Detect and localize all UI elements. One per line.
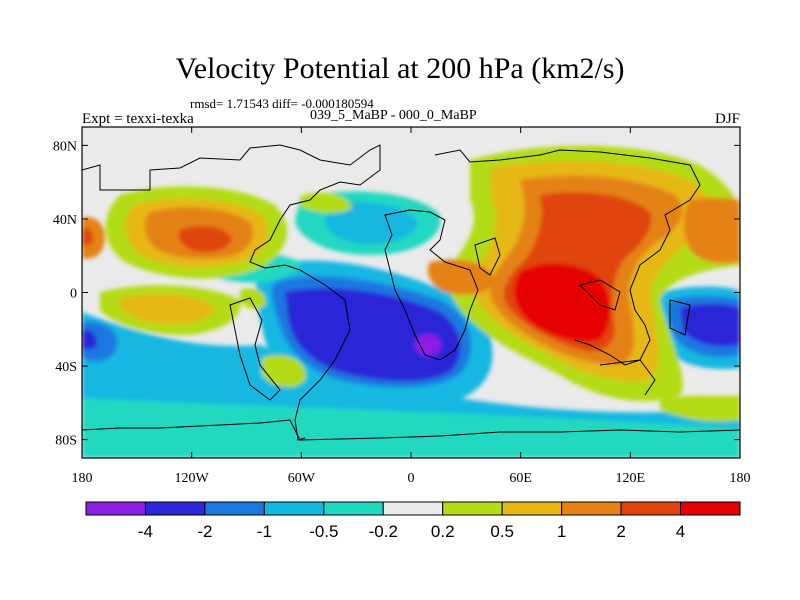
colorbar: -4 -2 -1 -0.5 -0.2 0.2 0.5 1 2 4 [85, 501, 741, 541]
colorbar-label: 1 [557, 522, 566, 541]
colorbar-swatch [561, 501, 622, 516]
colorbar-label: -0.2 [369, 522, 398, 541]
contour-center [415, 334, 441, 356]
contour-field [82, 127, 740, 458]
x-tick-label: 120E [616, 471, 646, 486]
x-tick-label: 120W [175, 471, 210, 486]
colorbar-label: -2 [197, 522, 212, 541]
colorbar-label: 0.5 [490, 522, 514, 541]
experiment-name: 039_5_MaBP - 000_0_MaBP [310, 108, 477, 123]
map-title: Velocity Potential at 200 hPa (km2/s) [175, 52, 625, 85]
contour-band [178, 225, 232, 252]
stats-text: rmsd= 1.71543 diff= -0.000180594 [190, 96, 374, 111]
contour-band [82, 217, 105, 259]
colorbar-label: -4 [138, 522, 153, 541]
contour-band [684, 197, 740, 264]
y-tick-label: 80N [53, 139, 77, 154]
contour-band [262, 355, 306, 388]
colorbar-swatch [442, 501, 503, 516]
colorbar-swatch [144, 501, 206, 516]
colorbar-label: -0.5 [309, 522, 338, 541]
x-tick-label: 180 [730, 471, 751, 486]
contour-band [285, 288, 461, 382]
colorbar-label: -1 [257, 522, 272, 541]
contour-band [300, 192, 352, 214]
colorbar-label: 0.2 [431, 522, 455, 541]
y-tick-label: 80S [55, 434, 77, 449]
contour-band [240, 288, 266, 310]
contour-band [119, 293, 215, 325]
colorbar-swatch [85, 501, 146, 516]
contour-band [427, 259, 495, 295]
contour-band [82, 398, 740, 458]
colorbar-label: 2 [616, 522, 625, 541]
y-tick-label: 0 [70, 287, 77, 302]
x-tick-label: 60W [288, 471, 316, 486]
colorbar-swatch [501, 501, 563, 516]
x-tick-label: 0 [408, 471, 415, 486]
x-tick-label: 180 [72, 471, 93, 486]
y-tick-label: 40S [55, 360, 77, 375]
colorbar-swatch [323, 501, 384, 516]
contour-band [680, 303, 740, 347]
y-tick-label: 40N [53, 213, 77, 228]
axis-ticks: 80N 40N 0 40S 80S 180 120W 60W 0 60E 120E 180 [53, 127, 751, 486]
colorbar-swatch [263, 501, 325, 516]
colorbar-swatch [204, 501, 265, 516]
coastlines [82, 144, 740, 441]
contour-band [82, 329, 98, 350]
experiment-label: Expt = texxi-texka [82, 111, 194, 127]
contour-band [660, 395, 740, 422]
season-label: DJF [714, 111, 740, 127]
colorbar-swatch [382, 501, 444, 516]
contour-band [82, 227, 93, 246]
colorbar-swatch [680, 501, 741, 516]
colorbar-label: 4 [676, 522, 685, 541]
colorbar-swatch [620, 501, 682, 516]
x-tick-label: 60E [509, 471, 532, 486]
